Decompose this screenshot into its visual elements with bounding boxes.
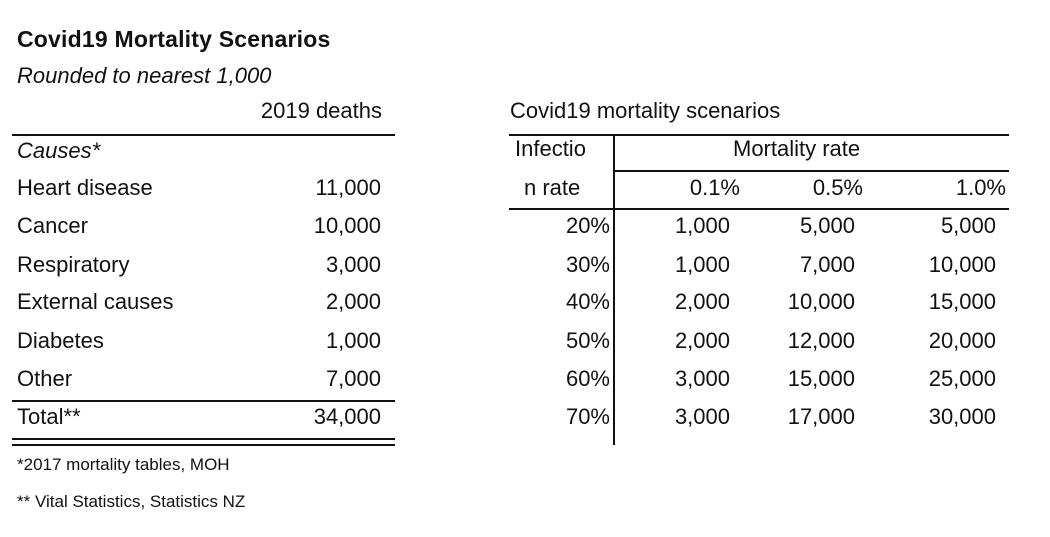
page-title: Covid19 Mortality Scenarios: [17, 26, 331, 52]
infection-rate-cell: 40%: [565, 289, 610, 314]
scenario-value: 2,000: [674, 328, 730, 353]
cause-label: Respiratory: [17, 252, 130, 277]
scenario-value: 17,000: [787, 404, 855, 429]
cause-label: Diabetes: [17, 328, 104, 353]
scenario-value: 5,000: [940, 213, 996, 238]
cause-label: Other: [17, 366, 73, 391]
cause-label: External causes: [17, 289, 174, 314]
scenario-value: 15,000: [928, 289, 996, 314]
rate-header: 0.1%: [689, 175, 740, 200]
cause-deaths: 2,000: [325, 289, 381, 314]
scenario-value: 30,000: [928, 404, 996, 429]
scenarios-vertical-rule: [613, 134, 615, 445]
infection-rate-cell: 50%: [565, 328, 610, 353]
scenario-value: 1,000: [674, 213, 730, 238]
scenario-value: 7,000: [799, 252, 855, 277]
cause-deaths: 7,000: [325, 366, 381, 391]
cause-label: Heart disease: [17, 175, 153, 200]
total-value: 34,000: [313, 404, 381, 429]
scenario-value: 15,000: [787, 366, 855, 391]
deaths-header-rule: [12, 134, 395, 136]
scenario-value: 10,000: [928, 252, 996, 277]
infection-rate-cell: 20%: [565, 213, 610, 238]
total-double-rule-lower: [12, 444, 395, 446]
infection-rate-cell: 30%: [565, 252, 610, 277]
cause-deaths: 1,000: [325, 328, 381, 353]
scenarios-title: Covid19 mortality scenarios: [510, 98, 781, 123]
rate-header: 1.0%: [955, 175, 1006, 200]
cause-label: Cancer: [17, 213, 88, 238]
cause-deaths: 10,000: [313, 213, 381, 238]
scenario-value: 1,000: [674, 252, 730, 277]
cause-deaths: 11,000: [315, 175, 381, 200]
mortality-header-rule: [614, 170, 1009, 172]
scenarios-body-rule: [509, 208, 1009, 210]
scenario-value: 5,000: [799, 213, 855, 238]
cause-deaths: 3,000: [325, 252, 381, 277]
rate-header: 0.5%: [812, 175, 863, 200]
scenario-value: 20,000: [928, 328, 996, 353]
scenario-value: 3,000: [674, 404, 730, 429]
infection-rate-label-line1: Infectio: [515, 136, 586, 161]
scenario-value: 3,000: [674, 366, 730, 391]
infection-rate-cell: 60%: [565, 366, 610, 391]
scenario-value: 10,000: [787, 289, 855, 314]
mortality-rate-label: Mortality rate: [733, 136, 861, 161]
infection-rate-cell: 70%: [565, 404, 610, 429]
scenario-value: 12,000: [787, 328, 855, 353]
total-label: Total**: [17, 404, 81, 429]
infection-rate-label-line2: n rate: [524, 175, 581, 200]
footnote-mortality-tables: *2017 mortality tables, MOH: [17, 455, 230, 474]
total-double-rule-upper: [12, 438, 395, 440]
footnote-vital-statistics: ** Vital Statistics, Statistics NZ: [17, 492, 246, 511]
scenario-value: 2,000: [674, 289, 730, 314]
scenario-value: 25,000: [928, 366, 996, 391]
total-top-rule: [12, 400, 395, 402]
page-subtitle: Rounded to nearest 1,000: [17, 63, 272, 88]
deaths-column-header: 2019 deaths: [260, 98, 382, 123]
causes-label: Causes*: [17, 138, 101, 163]
scenarios-header-rule: [509, 134, 1009, 136]
